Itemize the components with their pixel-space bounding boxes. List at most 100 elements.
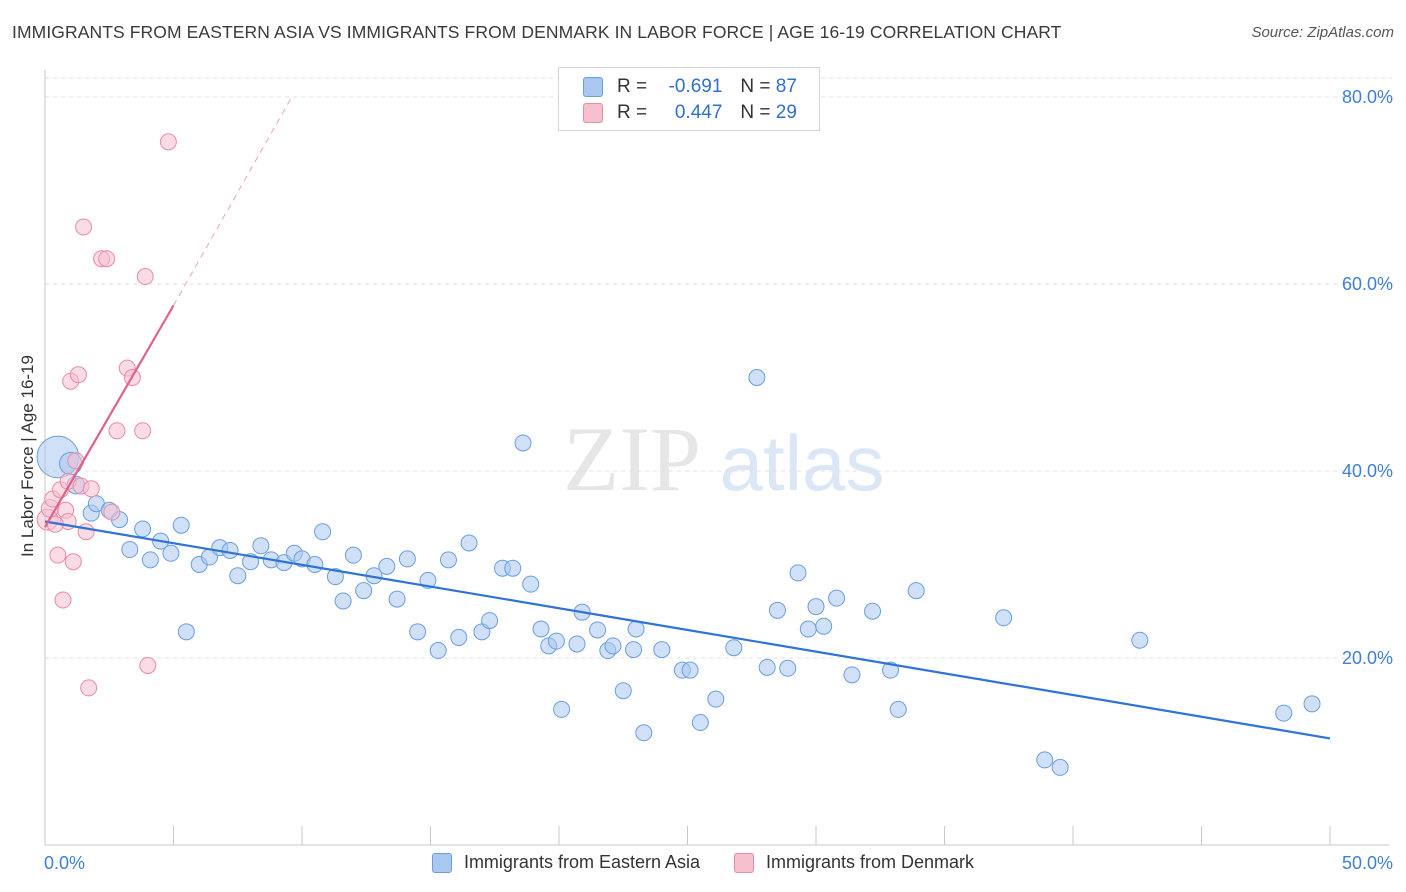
legend-n-label: N = xyxy=(740,102,771,123)
point-eastern-asia xyxy=(995,609,1013,627)
trend-line-denmark xyxy=(44,304,175,528)
point-eastern-asia xyxy=(568,635,586,653)
trend-line-denmark-extension xyxy=(173,96,293,306)
point-eastern-asia xyxy=(314,523,332,541)
legend-n-value: 87 xyxy=(775,76,797,97)
point-eastern-asia xyxy=(707,690,725,708)
series-legend-denmark: Immigrants from Denmark xyxy=(734,852,974,873)
point-eastern-asia xyxy=(748,369,766,386)
point-eastern-asia xyxy=(344,546,362,564)
trend-line-eastern-asia xyxy=(44,520,1331,740)
point-eastern-asia xyxy=(172,516,190,534)
watermark-atlas: atlas xyxy=(720,419,885,507)
point-eastern-asia xyxy=(1131,631,1149,649)
legend-r-label: R = xyxy=(617,102,648,123)
legend-swatch-eastern-asia xyxy=(583,77,603,97)
legend-row-eastern-asia: R = -0.691 N = 87 xyxy=(583,75,797,99)
source-credit: Source: ZipAtlas.com xyxy=(1251,24,1394,41)
point-denmark xyxy=(54,591,72,609)
point-eastern-asia xyxy=(907,582,925,600)
y-tick-label: 80.0% xyxy=(1342,87,1393,107)
point-denmark xyxy=(159,133,177,151)
legend-swatch-denmark xyxy=(583,103,603,123)
point-eastern-asia xyxy=(758,658,776,676)
point-eastern-asia xyxy=(439,551,457,569)
series-swatch-eastern-asia xyxy=(431,852,452,873)
point-eastern-asia xyxy=(252,537,270,555)
point-eastern-asia xyxy=(221,541,239,559)
point-eastern-asia xyxy=(177,623,195,641)
point-eastern-asia xyxy=(627,620,645,638)
correlation-legend: R = -0.691 N = 87 R = 0.447 N = 29 xyxy=(558,67,820,131)
point-eastern-asia xyxy=(409,623,427,641)
series-legend: Immigrants from Eastern Asia Immigrants … xyxy=(0,852,1406,873)
y-tick-label: 60.0% xyxy=(1342,274,1393,294)
point-denmark xyxy=(75,218,93,236)
watermark-zip: ZIP xyxy=(563,408,701,510)
series-name-denmark: Immigrants from Denmark xyxy=(766,852,975,872)
legend-row-denmark: R = 0.447 N = 29 xyxy=(583,101,797,125)
point-eastern-asia xyxy=(121,541,139,559)
point-eastern-asia xyxy=(768,601,786,619)
point-eastern-asia xyxy=(807,598,825,616)
x-tick-label-min: 0.0% xyxy=(44,853,85,873)
series-legend-eastern-asia: Immigrants from Eastern Asia xyxy=(431,852,701,873)
gridlines xyxy=(45,77,1392,659)
legend-n-label: N = xyxy=(740,76,771,97)
point-denmark xyxy=(49,546,67,564)
point-eastern-asia xyxy=(681,661,699,679)
point-eastern-asia xyxy=(378,557,396,575)
point-eastern-asia xyxy=(1051,758,1069,776)
point-denmark xyxy=(98,250,116,268)
point-denmark xyxy=(80,679,98,697)
point-eastern-asia xyxy=(635,724,653,742)
point-eastern-asia xyxy=(779,659,797,677)
point-eastern-asia xyxy=(229,567,247,585)
legend-r-value: 0.447 xyxy=(674,102,723,123)
point-eastern-asia xyxy=(532,620,550,638)
point-eastern-asia xyxy=(355,582,373,600)
point-eastern-asia xyxy=(162,544,180,562)
y-tick-labels: 20.0% 40.0% 60.0% 80.0% xyxy=(1342,87,1393,668)
point-eastern-asia xyxy=(388,590,406,608)
point-eastern-asia xyxy=(306,556,324,573)
point-denmark xyxy=(64,553,82,571)
data-points xyxy=(36,133,1321,776)
point-eastern-asia xyxy=(326,568,344,586)
y-tick-label: 40.0% xyxy=(1342,461,1393,481)
point-eastern-asia xyxy=(653,641,671,659)
point-denmark xyxy=(136,268,154,286)
legend-r-label: R = xyxy=(617,76,648,97)
point-eastern-asia xyxy=(514,434,532,452)
point-eastern-asia xyxy=(889,700,907,718)
point-eastern-asia xyxy=(589,621,607,639)
point-eastern-asia xyxy=(1303,695,1321,713)
point-eastern-asia xyxy=(553,700,571,718)
point-eastern-asia xyxy=(604,637,622,655)
legend-n-value: 29 xyxy=(775,102,797,123)
series-name-eastern-asia: Immigrants from Eastern Asia xyxy=(463,852,701,872)
point-eastern-asia xyxy=(882,661,900,679)
y-tick-label: 20.0% xyxy=(1342,648,1393,668)
point-eastern-asia xyxy=(691,714,709,732)
x-ticks xyxy=(44,826,1331,845)
point-eastern-asia xyxy=(828,589,846,607)
point-denmark xyxy=(103,503,121,521)
point-denmark xyxy=(108,422,126,440)
point-eastern-asia xyxy=(398,550,416,568)
point-eastern-asia xyxy=(625,641,643,659)
legend-r-value: -0.691 xyxy=(668,76,723,97)
point-eastern-asia xyxy=(815,617,833,635)
point-eastern-asia xyxy=(450,628,468,646)
x-tick-label-max: 50.0% xyxy=(1342,853,1393,873)
point-eastern-asia xyxy=(481,612,499,630)
point-eastern-asia xyxy=(522,575,540,593)
chart-title: IMMIGRANTS FROM EASTERN ASIA VS IMMIGRAN… xyxy=(12,22,1062,42)
trend-lines xyxy=(44,96,1331,740)
watermark: ZIP atlas xyxy=(563,408,884,510)
point-eastern-asia xyxy=(1275,704,1293,722)
point-denmark xyxy=(139,656,157,674)
point-eastern-asia xyxy=(460,534,478,552)
series-swatch-denmark xyxy=(734,852,755,873)
